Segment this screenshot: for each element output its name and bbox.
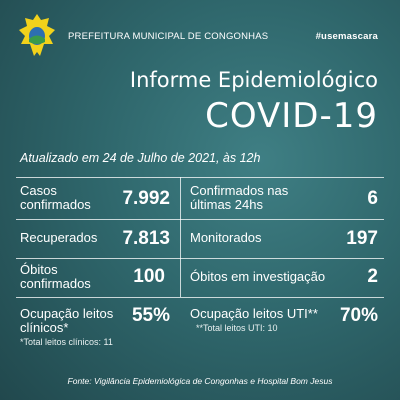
header-hashtag: #usemascara xyxy=(315,31,378,42)
divider xyxy=(16,258,384,259)
divider xyxy=(16,219,384,220)
divider xyxy=(16,297,384,298)
stat-label: Recuperados xyxy=(20,230,98,245)
stat-value: 100 xyxy=(133,266,165,287)
stat-value: 2 xyxy=(367,266,378,287)
crest-icon xyxy=(19,14,55,56)
stat-value: 7.813 xyxy=(122,228,170,249)
stat-value: 70% xyxy=(339,305,378,326)
stat-label: Óbitos em investigação xyxy=(190,269,326,284)
stat-note: **Total leitos UTI: 10 xyxy=(196,323,278,333)
header-org: PREFEITURA MUNICIPAL DE CONGONHAS xyxy=(68,31,269,42)
stat-value: 6 xyxy=(367,188,378,209)
title: Informe Epidemiológico xyxy=(129,68,378,92)
stat-value: 7.992 xyxy=(122,188,170,209)
stat-label: Casos confirmados xyxy=(20,183,91,212)
title-main: COVID-19 xyxy=(205,96,378,136)
stat-label: Ocupação leitos clínicos* xyxy=(20,306,114,335)
stat-note: *Total leitos clínicos: 11 xyxy=(20,337,113,347)
stat-value: 55% xyxy=(131,305,170,326)
source: Fonte: Vigilância Epidemiológica de Cong… xyxy=(67,376,333,386)
stat-label: Confirmados nas últimas 24hs xyxy=(190,183,289,212)
divider xyxy=(16,177,384,178)
update-date: Atualizado em 24 de Julho de 2021, às 12… xyxy=(20,151,261,165)
stat-label: Ocupação leitos UTI** xyxy=(190,306,318,321)
divider xyxy=(180,177,181,297)
stat-value: 197 xyxy=(346,228,378,249)
stat-label: Monitorados xyxy=(190,230,262,245)
stat-label: Óbitos confirmados xyxy=(20,262,91,291)
